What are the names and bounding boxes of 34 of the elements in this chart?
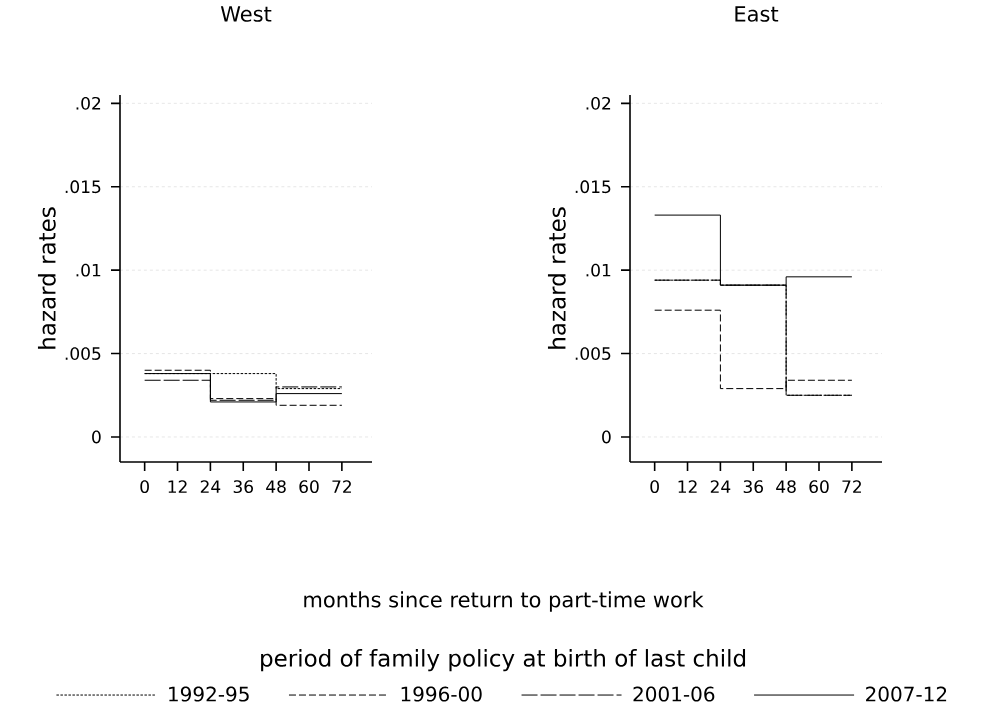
x-tick-label: 12 bbox=[168, 480, 187, 493]
x-tick-label: 72 bbox=[332, 480, 351, 493]
legend-label: 2001-06 bbox=[633, 686, 715, 702]
x-tick-label: 0 bbox=[650, 480, 659, 494]
y-tick-label: .01 bbox=[586, 263, 611, 277]
legend-title: period of family policy at birth of last child bbox=[261, 649, 746, 672]
y-axis-title: hazard rates bbox=[37, 207, 56, 349]
x-axis-title: months since return to part-time work bbox=[304, 591, 704, 612]
x-tick-label: 60 bbox=[299, 480, 319, 494]
x-tick-label: 12 bbox=[678, 480, 697, 493]
x-tick-label: 24 bbox=[710, 480, 731, 493]
x-tick-label: 24 bbox=[200, 480, 221, 493]
x-tick-label: 0 bbox=[140, 480, 149, 494]
chart-title: East bbox=[735, 6, 779, 22]
x-tick-label: 48 bbox=[266, 480, 286, 494]
y-tick-label: .015 bbox=[65, 180, 101, 194]
y-tick-label: .01 bbox=[76, 263, 101, 277]
x-tick-label: 36 bbox=[233, 480, 254, 494]
x-tick-label: 72 bbox=[842, 480, 861, 493]
y-tick-label: .005 bbox=[575, 347, 611, 360]
y-tick-label: .02 bbox=[76, 96, 101, 110]
chart-title: West bbox=[220, 6, 272, 22]
y-tick-label: .005 bbox=[65, 347, 101, 360]
x-tick-label: 60 bbox=[809, 480, 829, 494]
y-tick-label: .015 bbox=[575, 180, 611, 194]
y-tick-label: 0 bbox=[602, 430, 611, 444]
legend-label: 2007-12 bbox=[866, 686, 947, 702]
y-tick-label: .02 bbox=[586, 96, 611, 110]
x-tick-label: 36 bbox=[743, 480, 764, 494]
legend-label: 1996-00 bbox=[401, 686, 482, 702]
legend-label: 1992-95 bbox=[169, 686, 249, 702]
y-axis-title: hazard rates bbox=[547, 207, 566, 349]
y-tick-label: 0 bbox=[92, 430, 101, 444]
x-tick-label: 48 bbox=[776, 480, 796, 494]
